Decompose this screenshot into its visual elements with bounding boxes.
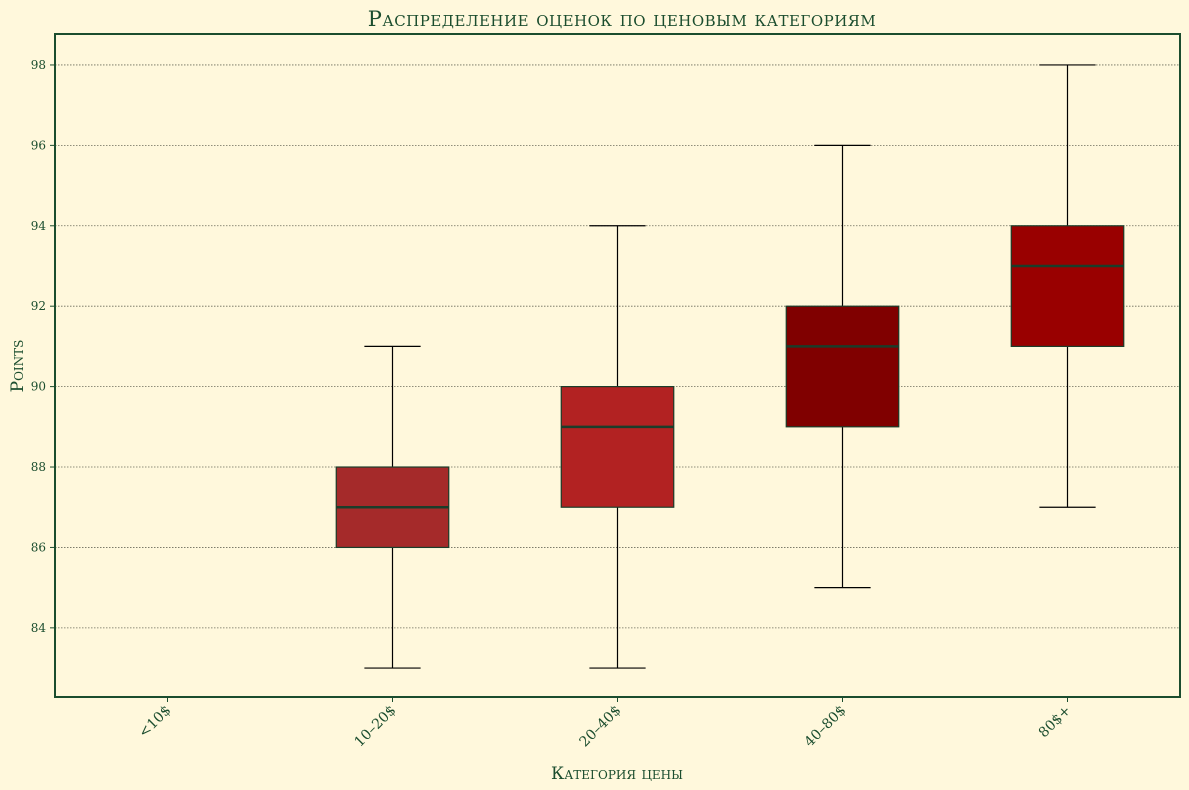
x-tick-label: 80$+ [1036,703,1075,742]
y-tick-label: 88 [31,460,46,474]
x-tick-label: 10–20$ [352,703,400,751]
x-axis-label: Категория цены [551,764,683,784]
y-tick-label: 94 [31,219,47,233]
y-tick-label: 98 [31,58,46,72]
chart-title: Распределение оценок по ценовым категори… [368,7,877,31]
y-tick-label: 86 [31,540,46,554]
box-iqr [560,386,675,508]
x-tick-label: <10$ [136,703,175,742]
y-axis-label: Points [8,340,28,393]
x-tick-label: 40–80$ [802,703,850,751]
y-tick-label: 92 [31,299,46,313]
y-tick-label: 90 [31,380,46,394]
box-iqr [785,305,900,428]
y-tick-label: 84 [31,621,47,635]
box-iqr [1010,225,1125,348]
x-tick-label: 20–40$ [577,703,625,751]
y-tick-label: 96 [31,138,46,152]
